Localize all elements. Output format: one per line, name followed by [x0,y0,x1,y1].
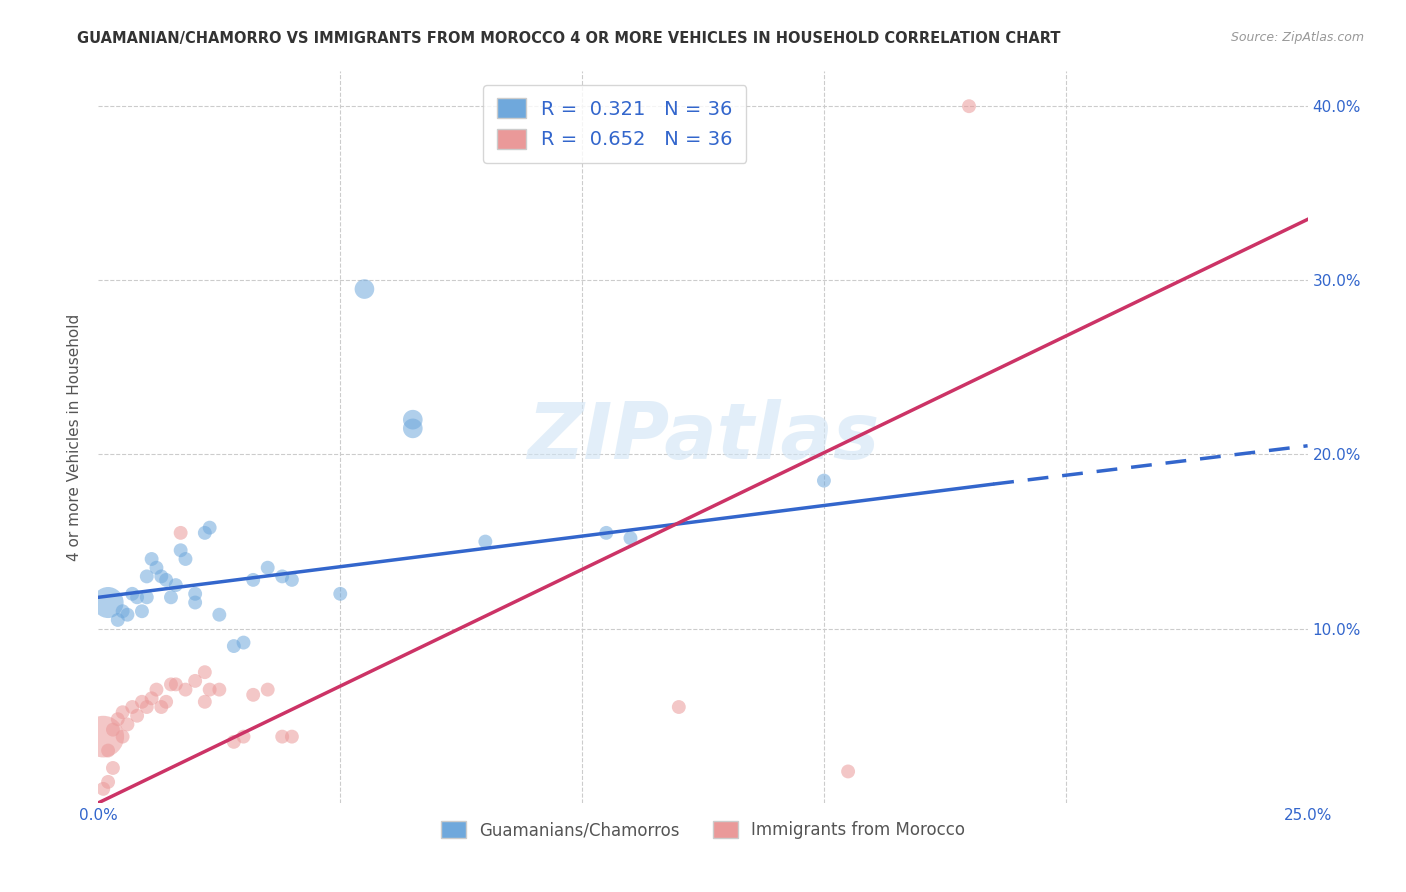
Point [117,717,139,731]
Point [256,682,278,697]
Point [111,604,134,618]
Point [208,607,231,622]
Point [107,613,129,627]
Text: Source: ZipAtlas.com: Source: ZipAtlas.com [1230,31,1364,45]
Point [97,743,120,757]
Point [127,708,149,723]
Point [208,682,231,697]
Point [198,521,221,535]
Point [271,730,294,744]
Point [222,639,245,653]
Point [957,99,980,113]
Point [184,587,207,601]
Point [121,700,143,714]
Point [160,591,183,605]
Point [174,682,197,697]
Point [127,591,149,605]
Point [184,673,207,688]
Point [145,682,167,697]
Point [595,525,617,540]
Point [837,764,859,779]
Point [194,525,217,540]
Point [141,552,163,566]
Point [169,525,191,540]
Point [169,543,191,558]
Point [165,578,187,592]
Point [256,560,278,574]
Point [402,421,425,435]
Legend: Guamanians/Chamorros, Immigrants from Morocco: Guamanians/Chamorros, Immigrants from Mo… [434,814,972,846]
Point [150,700,173,714]
Point [402,412,425,426]
Point [111,705,134,719]
Point [107,712,129,726]
Point [619,531,641,545]
Point [198,682,221,697]
Point [353,282,375,296]
Point [91,781,114,796]
Point [184,595,207,609]
Point [174,552,197,566]
Point [160,677,183,691]
Text: ZIPatlas: ZIPatlas [527,399,879,475]
Point [222,735,245,749]
Point [165,677,187,691]
Point [194,665,217,680]
Point [131,695,153,709]
Point [111,730,134,744]
Point [271,569,294,583]
Point [101,761,124,775]
Point [117,607,139,622]
Y-axis label: 4 or more Vehicles in Household: 4 or more Vehicles in Household [67,313,83,561]
Text: GUAMANIAN/CHAMORRO VS IMMIGRANTS FROM MOROCCO 4 OR MORE VEHICLES IN HOUSEHOLD CO: GUAMANIAN/CHAMORRO VS IMMIGRANTS FROM MO… [77,31,1062,46]
Point [281,573,304,587]
Point [121,587,143,601]
Point [242,573,264,587]
Point [135,569,157,583]
Point [813,474,835,488]
Point [150,569,173,583]
Point [155,573,177,587]
Point [97,595,120,609]
Point [194,695,217,709]
Point [232,635,254,649]
Point [91,730,114,744]
Point [101,723,124,737]
Point [97,775,120,789]
Point [131,604,153,618]
Point [242,688,264,702]
Point [329,587,352,601]
Point [281,730,304,744]
Point [668,700,690,714]
Point [135,700,157,714]
Point [155,695,177,709]
Point [141,691,163,706]
Point [135,591,157,605]
Point [145,560,167,574]
Point [474,534,496,549]
Point [232,730,254,744]
